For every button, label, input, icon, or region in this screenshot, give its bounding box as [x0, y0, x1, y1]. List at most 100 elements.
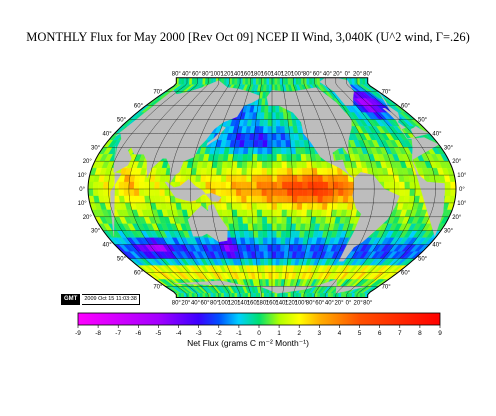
flux-cell — [276, 147, 282, 155]
flux-cell — [267, 147, 273, 155]
colorbar-label: Net Flux (grams C m⁻² Month⁻¹) — [187, 338, 309, 348]
lon-label-bottom: 20° — [334, 301, 344, 307]
flux-cell — [340, 293, 345, 298]
flux-cell — [276, 181, 283, 190]
lat-label-left: 10° — [78, 173, 88, 179]
flux-cell — [242, 77, 246, 85]
flux-cell — [301, 293, 305, 298]
flux-cell — [190, 174, 197, 183]
flux-cell — [287, 195, 293, 204]
flux-cell — [266, 209, 273, 217]
lat-label-left: 60° — [134, 271, 144, 277]
flux-cell — [261, 77, 265, 85]
flux-cell — [261, 98, 266, 106]
lat-label-left: 30° — [91, 145, 101, 151]
flux-cell — [229, 77, 233, 85]
flux-cell — [316, 209, 323, 217]
flux-cell — [236, 195, 242, 204]
flux-cell — [225, 195, 232, 204]
flux-cell — [268, 105, 273, 113]
flux-cell — [316, 167, 323, 176]
flux-cell — [159, 174, 166, 183]
flux-cell — [123, 188, 130, 197]
lon-label-bottom: 80° — [363, 301, 373, 307]
flux-cell — [290, 293, 294, 298]
lat-label-right: 50° — [418, 118, 428, 124]
flux-cell — [237, 216, 244, 224]
lat-label-right: 70° — [382, 284, 392, 290]
flux-cell — [291, 216, 297, 224]
flux-cell — [237, 293, 241, 298]
flux-cell — [246, 202, 253, 211]
flux-cell — [215, 174, 222, 183]
colorbar-tick-label: -8 — [95, 330, 101, 337]
flux-cell — [327, 181, 334, 190]
flux-cell — [239, 293, 243, 298]
lat-label-left: 50° — [117, 118, 127, 124]
flux-cell — [290, 223, 297, 231]
flux-cell — [138, 181, 145, 190]
flux-cell — [276, 223, 282, 231]
flux-cell — [221, 167, 228, 176]
lat-label-right: 20° — [452, 215, 462, 221]
flux-cell — [128, 188, 135, 197]
flux-cell — [259, 251, 265, 259]
flux-cell — [322, 188, 329, 197]
flux-cell — [231, 174, 237, 183]
lon-label-bottom: 80° — [306, 301, 316, 307]
flux-cell — [292, 181, 298, 190]
flux-cell — [261, 167, 268, 176]
flux-cell — [267, 126, 273, 134]
flux-cell — [206, 167, 213, 176]
flux-cell — [314, 77, 318, 85]
flux-cell — [267, 258, 273, 266]
flux-cell — [133, 188, 140, 197]
colorbar: -9 -8 -7 -6 -5 -4 -3 -2 -1 0 1 2 3 4 5 6 7 8 9 — [75, 312, 442, 337]
flux-cell — [292, 195, 298, 204]
flux-cell — [180, 174, 187, 183]
flux-cell — [258, 244, 264, 252]
colorbar-tick-label: -6 — [135, 330, 141, 337]
page-title: MONTHLY Flux for May 2000 [Rev Oct 09] N… — [26, 30, 470, 44]
flux-cell — [259, 258, 265, 266]
flux-cell — [300, 154, 307, 162]
flux-cell — [314, 293, 318, 298]
flux-cell — [309, 293, 313, 298]
flux-cell — [221, 293, 225, 298]
flux-cell — [311, 77, 315, 85]
flux-cell — [301, 167, 308, 176]
flux-cell — [242, 147, 249, 155]
flux-cell — [274, 293, 278, 298]
flux-cell — [302, 195, 308, 204]
flux-cell — [138, 188, 145, 197]
lon-label-bottom: 20° — [354, 301, 364, 307]
flux-cell — [359, 293, 363, 298]
flux-cell — [199, 77, 204, 85]
lon-label-bottom: 0° — [346, 301, 352, 307]
flux-cell — [262, 223, 268, 231]
flux-cell — [225, 174, 232, 183]
flux-cell — [164, 195, 171, 204]
flux-cell — [267, 140, 273, 148]
flux-cell — [300, 216, 307, 224]
flux-cell — [332, 174, 339, 183]
flux-cell — [312, 188, 319, 197]
flux-cell — [271, 181, 278, 190]
flux-cell — [303, 293, 307, 298]
flux-cell — [271, 251, 277, 259]
flux-cell — [343, 181, 349, 190]
flux-cell — [248, 230, 254, 238]
flux-cell — [258, 126, 264, 134]
flux-cell — [279, 77, 283, 85]
flux-cell — [223, 293, 227, 298]
flux-cell — [271, 161, 278, 169]
flux-cell — [271, 119, 277, 127]
flux-cell — [306, 161, 313, 169]
flux-cell — [251, 174, 257, 183]
flux-cell — [251, 161, 258, 169]
flux-cell — [230, 188, 237, 197]
flux-cell — [335, 293, 339, 298]
flux-cell — [265, 279, 270, 287]
flux-cell — [195, 174, 202, 183]
flux-cell — [450, 181, 456, 190]
